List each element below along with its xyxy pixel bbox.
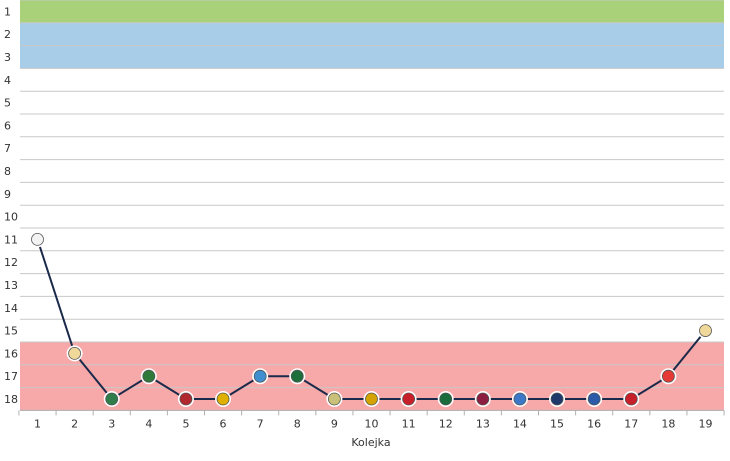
point-marker-11 <box>402 392 416 406</box>
point-6 <box>215 391 232 407</box>
y-tick-label-15: 15 <box>4 325 18 338</box>
point-17 <box>623 391 640 407</box>
point-marker-13 <box>476 392 490 406</box>
x-tick-label-17: 17 <box>624 417 638 430</box>
point-14 <box>511 391 528 407</box>
x-tick-label-18: 18 <box>661 417 675 430</box>
x-tick-label-2: 2 <box>71 417 78 430</box>
x-tick-label-5: 5 <box>182 417 189 430</box>
point-marker-15 <box>550 392 564 406</box>
x-tick-label-16: 16 <box>587 417 601 430</box>
y-tick-label-3: 3 <box>4 51 11 64</box>
y-tick-label-18: 18 <box>4 393 18 406</box>
point-marker-8 <box>290 369 304 383</box>
band-0 <box>20 0 724 23</box>
y-tick-label-4: 4 <box>4 74 11 87</box>
x-tick-label-6: 6 <box>220 417 227 430</box>
point-marker-12 <box>439 392 453 406</box>
y-tick-label-9: 9 <box>4 188 11 201</box>
point-11 <box>400 391 417 407</box>
point-marker-19 <box>699 324 712 338</box>
point-16 <box>586 391 603 407</box>
x-axis: 1 2 3 4 5 6 7 8 9 10 11 12 13 14 15 16 17 18 19 <box>18 409 725 430</box>
x-tick-label-3: 3 <box>108 417 115 430</box>
point-12 <box>437 391 454 407</box>
point-13 <box>474 391 491 407</box>
y-tick-label-10: 10 <box>4 211 18 224</box>
point-marker-5 <box>179 392 193 406</box>
x-tick-label-4: 4 <box>145 417 152 430</box>
y-tick-label-2: 2 <box>4 28 11 41</box>
x-axis-title: Kolejka <box>351 436 390 449</box>
point-4 <box>140 368 157 385</box>
y-tick-label-1: 1 <box>4 5 11 18</box>
x-tick-label-11: 11 <box>402 417 416 430</box>
x-tick-label-8: 8 <box>294 417 301 430</box>
y-tick-label-14: 14 <box>4 302 18 315</box>
point-marker-7 <box>253 369 267 383</box>
x-tick-label-19: 19 <box>699 417 713 430</box>
x-tick-label-14: 14 <box>513 417 527 430</box>
point-marker-16 <box>587 392 601 406</box>
point-2 <box>66 345 83 362</box>
point-marker-14 <box>513 392 527 406</box>
y-tick-label-6: 6 <box>4 119 11 132</box>
x-tick-label-9: 9 <box>331 417 338 430</box>
point-8 <box>289 368 306 385</box>
point-marker-18 <box>661 369 675 383</box>
y-tick-label-7: 7 <box>4 142 11 155</box>
point-15 <box>549 391 566 407</box>
y-tick-label-12: 12 <box>4 256 18 269</box>
point-10 <box>363 391 380 407</box>
point-marker-17 <box>624 392 638 406</box>
point-7 <box>252 368 269 385</box>
y-tick-label-17: 17 <box>4 370 18 383</box>
y-tick-label-5: 5 <box>4 97 11 110</box>
x-tick-label-12: 12 <box>439 417 453 430</box>
y-tick-label-16: 16 <box>4 347 18 360</box>
point-marker-1 <box>31 232 44 246</box>
x-tick-label-15: 15 <box>550 417 564 430</box>
x-tick-label-1: 1 <box>34 417 41 430</box>
point-19 <box>697 322 714 339</box>
point-marker-6 <box>216 392 230 406</box>
y-tick-label-8: 8 <box>4 165 11 178</box>
point-marker-3 <box>105 392 119 406</box>
grid-lines <box>20 0 724 411</box>
point-marker-4 <box>142 369 156 383</box>
point-marker-9 <box>327 392 341 406</box>
x-tick-label-13: 13 <box>476 417 490 430</box>
y-tick-label-11: 11 <box>4 233 18 246</box>
point-marker-2 <box>68 346 82 360</box>
point-5 <box>177 391 194 407</box>
y-tick-label-13: 13 <box>4 279 18 292</box>
point-1 <box>29 231 46 248</box>
point-marker-10 <box>365 392 378 406</box>
x-tick-label-10: 10 <box>365 417 379 430</box>
point-3 <box>103 391 120 407</box>
markers-group <box>29 231 714 407</box>
point-18 <box>660 368 677 385</box>
point-9 <box>326 391 343 407</box>
x-tick-label-7: 7 <box>257 417 264 430</box>
